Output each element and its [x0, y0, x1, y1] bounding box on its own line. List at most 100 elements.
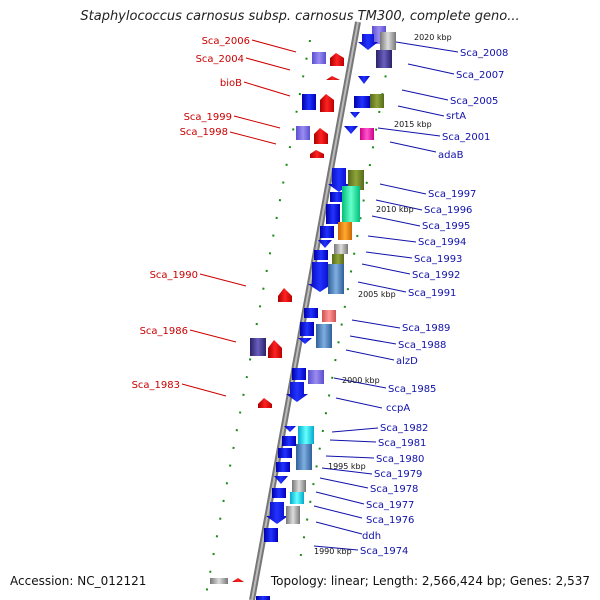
gene-block [292, 480, 306, 492]
gene-arrow [314, 128, 328, 144]
gene-block [326, 204, 340, 224]
gene-block [256, 596, 270, 600]
gene-arrow [266, 502, 288, 524]
gene-block [338, 222, 352, 240]
kbp-marker: 1990 kbp [314, 547, 352, 556]
gene-label[interactable]: Sca_1998 [180, 127, 228, 138]
kbp-marker: 2005 kbp [358, 290, 396, 299]
gene-block [334, 244, 348, 254]
gene-label[interactable]: Sca_1999 [184, 112, 232, 123]
gene-block [210, 578, 228, 584]
gene-label[interactable]: Sca_1986 [140, 326, 188, 337]
gene-arrow [308, 262, 332, 292]
gene-label[interactable]: Sca_2005 [450, 96, 498, 107]
gene-block [304, 308, 318, 318]
gene-block [286, 506, 300, 524]
kbp-marker: 2015 kbp [394, 120, 432, 129]
kbp-marker: 2020 kbp [414, 33, 452, 42]
gene-block [312, 52, 326, 64]
gene-block [264, 528, 278, 542]
gene-block [296, 126, 310, 140]
gene-label[interactable]: Sca_1993 [414, 254, 462, 265]
gene-block [272, 488, 286, 498]
gene-arrow [258, 398, 272, 408]
gene-arrow [358, 34, 378, 50]
right-gene-labels: Sca_2008 Sca_2007 Sca_2005 srtA Sca_2001… [360, 48, 508, 557]
gene-block [250, 338, 266, 356]
gene-label[interactable]: ddh [362, 531, 381, 542]
leader-lines [181, 39, 297, 397]
gene-label[interactable]: Sca_1994 [418, 237, 466, 248]
gene-label[interactable]: alzD [396, 356, 418, 367]
gene-label[interactable]: Sca_1982 [380, 423, 428, 434]
gene-glyphs [210, 26, 396, 600]
gene-block [314, 250, 328, 260]
gene-block [332, 254, 344, 266]
gene-block [360, 128, 374, 140]
gene-arrow [232, 578, 244, 582]
gene-block [342, 186, 360, 222]
gene-arrow [274, 476, 288, 484]
gene-label[interactable]: Sca_2007 [456, 70, 504, 81]
gene-block [296, 444, 312, 470]
leader-lines-right [313, 41, 459, 551]
gene-label[interactable]: Sca_2004 [196, 54, 244, 65]
gene-label[interactable]: Sca_1991 [408, 288, 456, 299]
gene-block [282, 436, 296, 446]
gene-arrow [344, 126, 358, 134]
gene-label[interactable]: Sca_2008 [460, 48, 508, 59]
gene-label[interactable]: Sca_1985 [388, 384, 436, 395]
gene-label[interactable]: Sca_1979 [374, 469, 422, 480]
gene-label[interactable]: Sca_1992 [412, 270, 460, 281]
gene-arrow [278, 288, 292, 302]
gene-block [290, 492, 304, 504]
gene-block [330, 192, 344, 202]
gene-arrow [330, 53, 344, 66]
gene-label[interactable]: Sca_2001 [442, 132, 490, 143]
kbp-marker: 2000 kbp [342, 376, 380, 385]
gene-label[interactable]: srtA [446, 111, 466, 122]
gene-label[interactable]: Sca_1980 [376, 454, 424, 465]
gene-label[interactable]: Sca_1995 [422, 221, 470, 232]
gene-label[interactable]: Sca_1983 [132, 380, 180, 391]
gene-label[interactable]: Sca_1978 [370, 484, 418, 495]
gene-arrow [286, 382, 308, 402]
gene-label[interactable]: ccpA [386, 403, 410, 414]
gene-label[interactable]: Sca_1977 [366, 500, 414, 511]
gene-label[interactable]: Sca_1997 [428, 189, 476, 200]
gene-label[interactable]: adaB [438, 150, 464, 161]
gene-label[interactable]: Sca_1989 [402, 323, 450, 334]
gene-block [278, 448, 292, 458]
gene-label[interactable]: Sca_1976 [366, 515, 414, 526]
gene-block [302, 94, 316, 110]
map-title: Staphylococcus carnosus subsp. carnosus … [80, 9, 520, 24]
left-gene-labels: Sca_2006 Sca_2004 bioB Sca_1999 Sca_1998… [132, 36, 250, 391]
gene-block [348, 170, 364, 190]
gene-block [354, 96, 370, 108]
gene-block [292, 368, 306, 380]
gene-arrow [318, 240, 332, 248]
gene-label[interactable]: bioB [220, 78, 242, 89]
gene-label[interactable]: Sca_1974 [360, 546, 408, 557]
gene-label[interactable]: Sca_1988 [398, 340, 446, 351]
gene-block [276, 462, 290, 472]
gene-arrow [298, 338, 312, 344]
gene-label[interactable]: Sca_1996 [424, 205, 472, 216]
gene-label[interactable]: Sca_2006 [202, 36, 250, 47]
gene-block [308, 370, 324, 384]
gene-arrow [350, 112, 360, 118]
topology-summary: Topology: linear; Length: 2,566,424 bp; … [270, 574, 590, 588]
gene-label[interactable]: Sca_1990 [150, 270, 198, 281]
kbp-markers: 2020 kbp 2015 kbp 2010 kbp 2005 kbp 2000… [314, 33, 452, 556]
gene-block [316, 324, 332, 348]
accession-text: Accession: NC_012121 [10, 574, 147, 588]
gene-block [320, 226, 334, 238]
kbp-marker: 1995 kbp [328, 462, 366, 471]
gene-label[interactable]: Sca_1981 [378, 438, 426, 449]
gene-arrow [284, 426, 296, 432]
gene-block [300, 322, 314, 336]
gene-block [376, 50, 392, 68]
gene-block [322, 310, 336, 322]
